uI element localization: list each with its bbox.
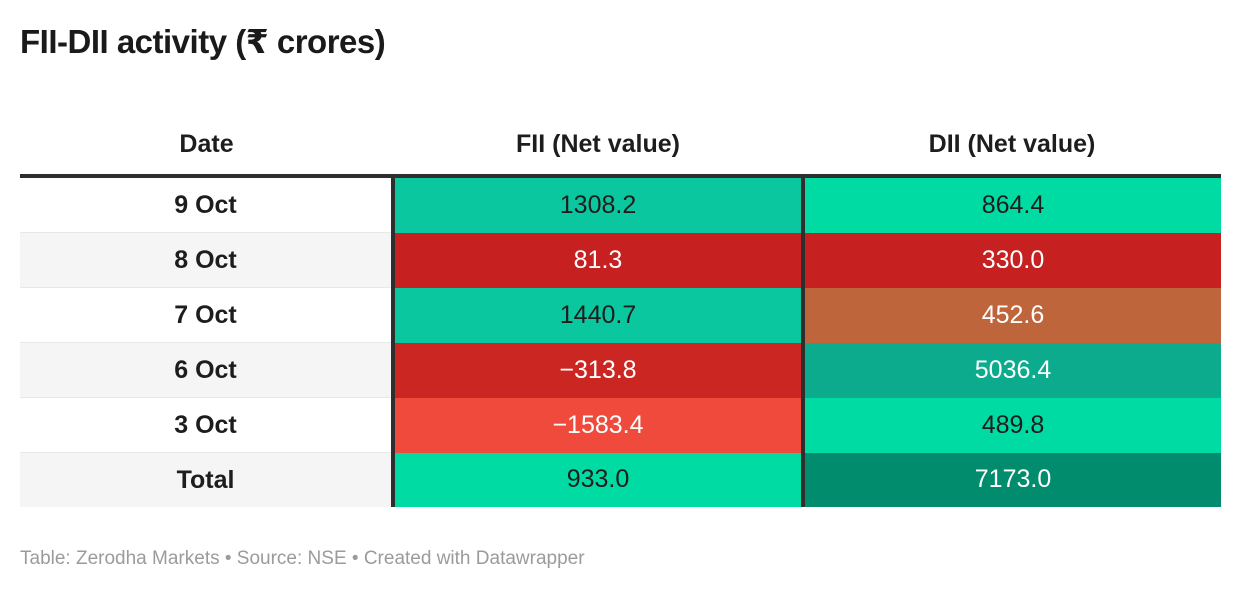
header-row: Date FII (Net value) DII (Net value) xyxy=(20,114,1221,178)
date-cell: 8 Oct xyxy=(20,232,393,288)
table-row: 6 Oct −313.8 5036.4 xyxy=(20,342,1221,398)
table-body: 9 Oct 1308.2 864.4 8 Oct 81.3 330.0 7 Oc… xyxy=(20,176,1221,507)
page-title: FII-DII activity (₹ crores) xyxy=(20,23,386,60)
date-cell: 7 Oct xyxy=(20,287,393,343)
dii-value-cell: 452.6 xyxy=(801,287,1221,343)
date-cell: 9 Oct xyxy=(20,176,393,233)
fii-dii-table: Date FII (Net value) DII (Net value) 9 O… xyxy=(20,114,1221,507)
column-header-date: Date xyxy=(20,114,393,178)
table-row: 7 Oct 1440.7 452.6 xyxy=(20,287,1221,343)
dii-value-cell: 5036.4 xyxy=(801,342,1221,398)
attribution-footer: Table: Zerodha Markets • Source: NSE • C… xyxy=(20,548,585,569)
date-cell: Total xyxy=(20,452,393,507)
fii-value-cell: 1308.2 xyxy=(391,176,803,233)
table-row-total: Total 933.0 7173.0 xyxy=(20,452,1221,507)
column-header-fii: FII (Net value) xyxy=(393,114,803,178)
column-header-dii: DII (Net value) xyxy=(803,114,1221,178)
date-cell: 6 Oct xyxy=(20,342,393,398)
dii-value-cell: 7173.0 xyxy=(801,452,1221,507)
date-cell: 3 Oct xyxy=(20,397,393,453)
dii-value-cell: 330.0 xyxy=(801,232,1221,288)
table-row: 9 Oct 1308.2 864.4 xyxy=(20,176,1221,233)
table-row: 3 Oct −1583.4 489.8 xyxy=(20,397,1221,453)
fii-value-cell: 81.3 xyxy=(391,232,803,288)
fii-value-cell: −1583.4 xyxy=(391,397,803,453)
fii-value-cell: 1440.7 xyxy=(391,287,803,343)
table-header: Date FII (Net value) DII (Net value) xyxy=(20,114,1221,178)
dii-value-cell: 864.4 xyxy=(801,176,1221,233)
fii-value-cell: 933.0 xyxy=(391,452,803,507)
dii-value-cell: 489.8 xyxy=(801,397,1221,453)
fii-value-cell: −313.8 xyxy=(391,342,803,398)
table-row: 8 Oct 81.3 330.0 xyxy=(20,232,1221,288)
